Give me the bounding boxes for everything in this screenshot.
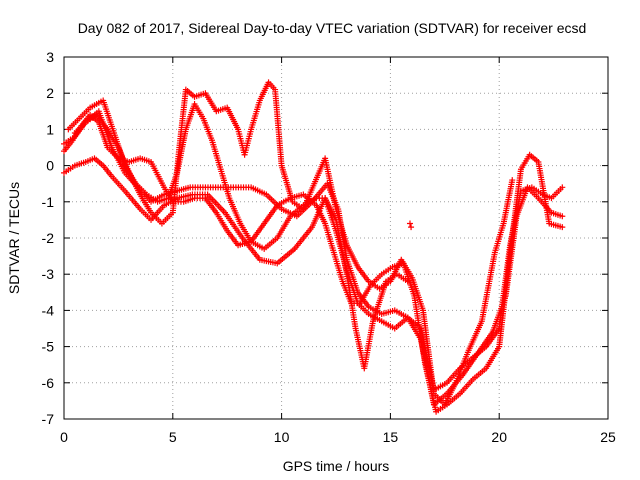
data-point xyxy=(408,224,415,231)
y-tick-label: -3 xyxy=(42,266,55,282)
x-axis-label: GPS time / hours xyxy=(283,458,390,474)
y-axis-label: SDTVAR / TECUs xyxy=(6,182,22,294)
x-tick-label: 15 xyxy=(383,429,399,445)
y-tick-label: 2 xyxy=(46,85,54,101)
data-point xyxy=(559,184,566,191)
data-point xyxy=(559,213,566,220)
data-series-5 xyxy=(71,79,516,408)
data-point xyxy=(406,220,413,227)
y-tick-label: 3 xyxy=(46,49,54,65)
x-tick-label: 20 xyxy=(491,429,507,445)
x-tick-label: 5 xyxy=(169,429,177,445)
y-tick-labels: -7 -6 -5 -4 -3 -2 -1 0 1 2 3 xyxy=(42,49,55,427)
y-tick-label: 0 xyxy=(46,158,54,174)
y-tick-label: -4 xyxy=(42,302,55,318)
y-tick-label: -5 xyxy=(42,339,55,355)
x-tick-label: 10 xyxy=(274,429,290,445)
y-tick-label: 1 xyxy=(46,121,54,137)
data-point xyxy=(559,224,566,231)
data-series-4 xyxy=(61,111,566,415)
x-tick-labels: 0 5 10 15 20 25 xyxy=(60,429,616,445)
data-series-6 xyxy=(406,220,415,231)
y-tick-label: -2 xyxy=(42,230,55,246)
chart-title: Day 082 of 2017, Sidereal Day-to-day VTE… xyxy=(78,20,587,36)
x-tick-label: 25 xyxy=(600,429,616,445)
data-points xyxy=(61,79,566,415)
axis-ticks xyxy=(63,56,609,420)
data-point xyxy=(509,177,516,184)
y-tick-label: -7 xyxy=(42,411,55,427)
y-tick-label: -6 xyxy=(42,375,55,391)
y-tick-label: -1 xyxy=(42,194,55,210)
x-tick-label: 0 xyxy=(60,429,68,445)
